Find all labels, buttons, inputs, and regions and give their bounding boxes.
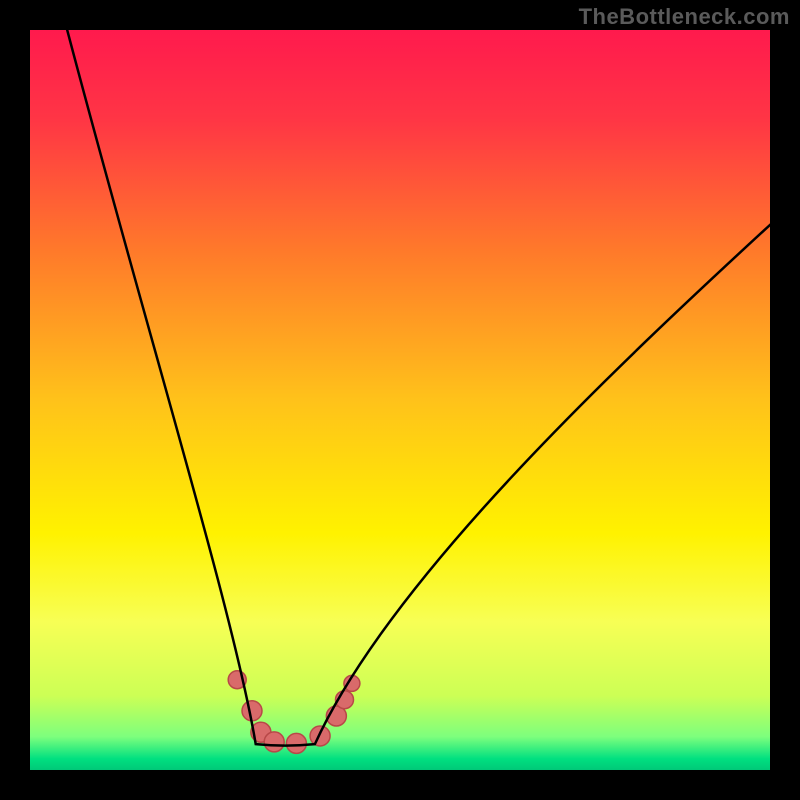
watermark-label: TheBottleneck.com [579, 4, 790, 30]
bottleneck-chart [0, 0, 800, 800]
chart-root: TheBottleneck.com [0, 0, 800, 800]
gradient-background [30, 30, 770, 770]
curve-marker [264, 732, 284, 752]
curve-marker [286, 733, 306, 753]
